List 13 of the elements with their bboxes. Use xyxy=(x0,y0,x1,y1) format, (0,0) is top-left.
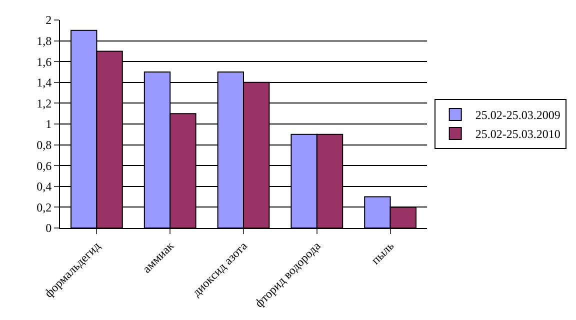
y-tick-label: 0,2 xyxy=(36,200,52,214)
y-tick-label: 1,6 xyxy=(36,54,52,69)
y-tick-label: 1,4 xyxy=(36,76,52,90)
y-tick-label: 0,4 xyxy=(36,180,52,194)
legend-label: 25.02-25.03.2009 xyxy=(475,108,560,122)
y-tick-label: 1,2 xyxy=(36,96,52,110)
y-tick-label: 0,6 xyxy=(36,158,52,173)
legend-label: 25.02-25.03.2010 xyxy=(475,127,560,142)
y-tick-label: 1,8 xyxy=(36,34,52,48)
y-tick-label: 0,8 xyxy=(36,138,52,152)
y-tick-label: 0 xyxy=(46,221,52,236)
y-tick-label: 2 xyxy=(46,13,52,28)
y-tick-label: 1 xyxy=(46,117,52,132)
